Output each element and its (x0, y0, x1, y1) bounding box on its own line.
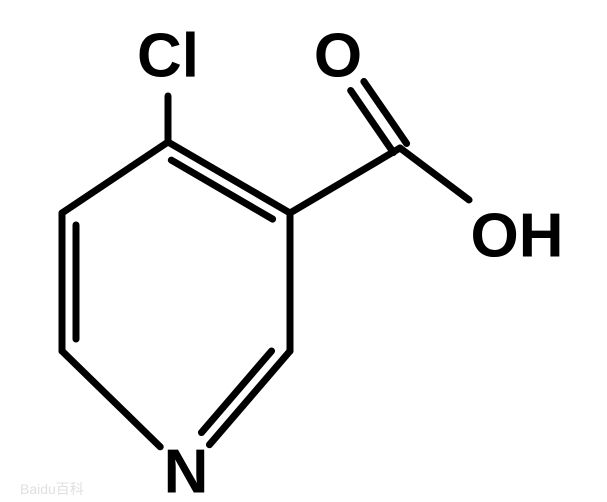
svg-text:O: O (314, 22, 362, 91)
bond-layer (62, 81, 469, 446)
svg-text:N: N (164, 438, 209, 502)
svg-text:Cl: Cl (137, 22, 199, 91)
molecule-diagram: Cl O OH N Baidu百科 (0, 0, 607, 502)
watermark-text: Baidu百科 (20, 481, 84, 497)
svg-text:OH: OH (471, 202, 564, 271)
